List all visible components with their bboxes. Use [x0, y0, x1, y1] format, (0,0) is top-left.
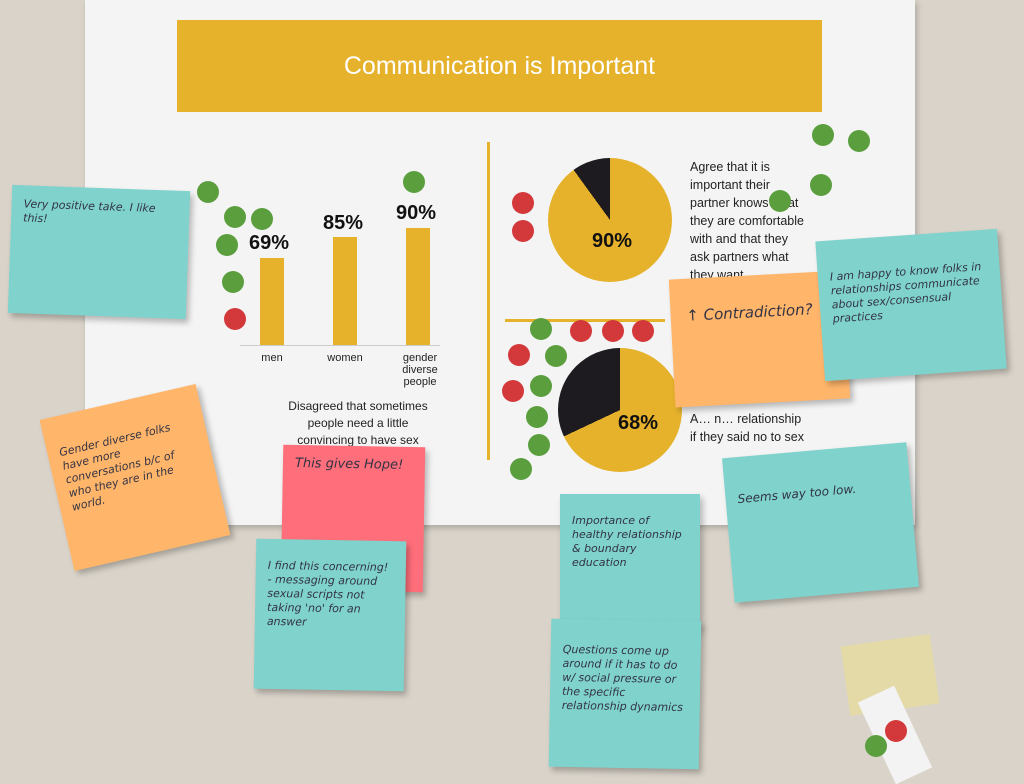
baseline — [240, 345, 440, 346]
sticky-note: I am happy to know folks in relationship… — [815, 228, 1007, 382]
divider-vertical — [487, 142, 490, 460]
bars-caption: Disagreed that sometimes people need a l… — [288, 399, 428, 447]
sticky-note: Gender diverse folks have more conversat… — [39, 383, 231, 572]
green-dot — [216, 234, 238, 256]
sticky-note: Importance of healthy relationship & bou… — [560, 494, 700, 629]
bar-label-gender-diverse: gender diverse people — [402, 352, 438, 388]
green-dot — [769, 190, 791, 212]
bar-value-men: 69% — [249, 232, 290, 254]
pie-2-value: 68% — [618, 412, 659, 434]
green-dot — [510, 458, 532, 480]
bar-men — [260, 258, 284, 345]
pie-1-caption: Agree that it is important their partner… — [690, 160, 804, 282]
bar-value-gender-diverse: 90% — [396, 202, 437, 224]
sticky-note: I find this concerning! - messaging arou… — [253, 538, 407, 692]
green-dot — [526, 406, 548, 428]
sticky-note: Questions come up around if it has to do… — [548, 618, 702, 770]
bar-women — [333, 237, 357, 345]
bar-gender-diverse — [406, 228, 430, 345]
green-dot — [530, 318, 552, 340]
green-dot — [403, 171, 425, 193]
red-dot — [224, 308, 246, 330]
red-dot — [512, 220, 534, 242]
red-dot — [508, 344, 530, 366]
green-dot — [251, 208, 273, 230]
sticky-note: Very positive take. I like this! — [7, 184, 191, 320]
green-dot — [848, 130, 870, 152]
green-dot — [810, 174, 832, 196]
sticky-note: Seems way too low. — [722, 442, 919, 603]
green-dot — [545, 345, 567, 367]
red-dot — [502, 380, 524, 402]
green-dot — [197, 181, 219, 203]
bar-value-women: 85% — [323, 212, 364, 234]
poster-title: Communication is Important — [177, 20, 822, 112]
red-dot — [570, 320, 592, 342]
pie-2-caption: A… n… relationship if they said no to se… — [690, 412, 804, 444]
green-dot — [865, 735, 887, 757]
green-dot — [812, 124, 834, 146]
bar-label-women: women — [327, 352, 363, 364]
green-dot — [528, 434, 550, 456]
red-dot — [602, 320, 624, 342]
green-dot — [530, 375, 552, 397]
green-dot — [222, 271, 244, 293]
green-dot — [224, 206, 246, 228]
red-dot — [632, 320, 654, 342]
red-dot — [885, 720, 907, 742]
red-dot — [512, 192, 534, 214]
bar-label-men: men — [261, 352, 283, 364]
pie-chart-2 — [558, 348, 682, 472]
pie-chart-1 — [548, 158, 672, 282]
pie-1-value: 90% — [592, 230, 633, 252]
